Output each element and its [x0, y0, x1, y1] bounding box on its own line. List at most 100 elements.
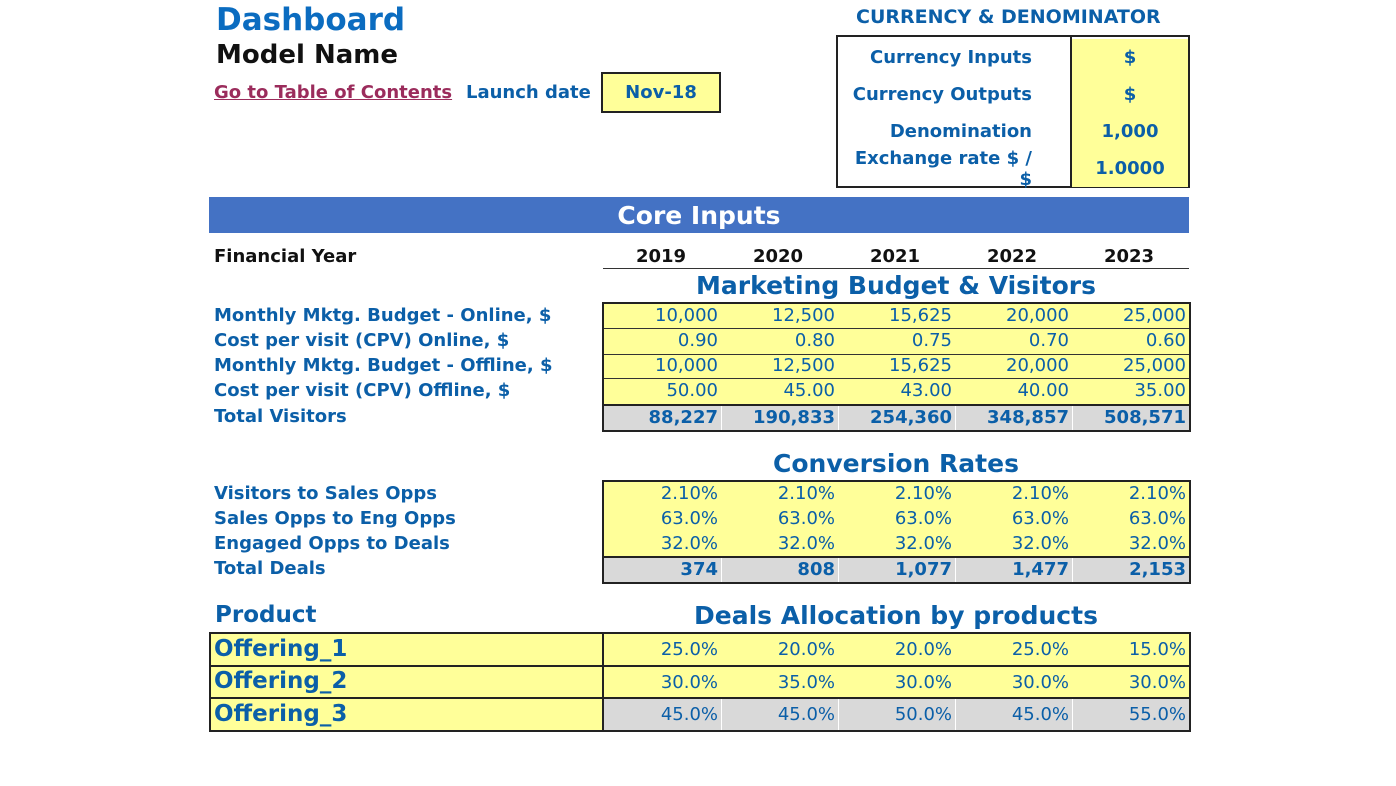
currency-outputs-value[interactable]: $ [1072, 76, 1188, 113]
table-cell[interactable]: 2.10% [1128, 483, 1186, 504]
table-cell[interactable]: 15,625 [889, 305, 952, 326]
cell-divider [721, 699, 722, 730]
product-row-fill [604, 667, 1189, 697]
table-cell[interactable]: 63.0% [1011, 508, 1069, 529]
year-header: 2019 [635, 246, 687, 267]
exchange-rate-value[interactable]: 1.0000 [1072, 150, 1188, 187]
table-cell[interactable]: 12,500 [772, 305, 835, 326]
year-header: 2021 [869, 246, 921, 267]
row-label: Visitors to Sales Opps [214, 483, 437, 504]
cell-divider [838, 558, 839, 582]
currency-row: Denomination 1,000 [838, 113, 1188, 150]
cell-divider [721, 406, 722, 430]
cell-divider [1072, 406, 1073, 430]
table-cell: 1,077 [895, 559, 952, 580]
denomination-label: Denomination [889, 121, 1032, 142]
row-divider [604, 378, 1189, 379]
table-cell[interactable]: 2.10% [894, 483, 952, 504]
table-cell[interactable]: 25.0% [660, 639, 718, 660]
table-cell[interactable]: 20,000 [1006, 305, 1069, 326]
table-cell[interactable]: 43.00 [900, 380, 952, 401]
table-cell[interactable]: 35.00 [1134, 380, 1186, 401]
table-cell[interactable]: 0.80 [794, 330, 835, 351]
table-cell[interactable]: 63.0% [777, 508, 835, 529]
table-row: 25.0% 20.0% 20.0% 25.0% 15.0% [604, 639, 1189, 660]
table-cell[interactable]: 32.0% [1128, 533, 1186, 554]
row-divider [604, 328, 1189, 329]
table-cell[interactable]: 20.0% [894, 639, 952, 660]
table-cell[interactable]: 12,500 [772, 355, 835, 376]
table-cell[interactable]: 2.10% [777, 483, 835, 504]
denomination-value[interactable]: 1,000 [1072, 113, 1188, 150]
row-label: Total Deals [214, 558, 326, 579]
table-row: 10,000 12,500 15,625 20,000 25,000 [604, 305, 1189, 326]
financial-year-label: Financial Year [214, 246, 357, 267]
table-cell[interactable]: 32.0% [894, 533, 952, 554]
cell-divider [1072, 699, 1073, 730]
model-name: Model Name [216, 40, 398, 70]
table-cell[interactable]: 50.00 [666, 380, 718, 401]
table-cell[interactable]: 0.75 [911, 330, 952, 351]
table-cell[interactable]: 25,000 [1123, 355, 1186, 376]
row-label: Cost per visit (CPV) Online, $ [214, 330, 510, 351]
table-cell[interactable]: 30.0% [1011, 672, 1069, 693]
currency-outputs-label: Currency Outputs [852, 84, 1032, 105]
row-divider [604, 354, 1189, 355]
page-title: Dashboard [216, 2, 406, 38]
table-cell[interactable]: 30.0% [894, 672, 952, 693]
table-cell[interactable]: 32.0% [777, 533, 835, 554]
row-label: Sales Opps to Eng Opps [214, 508, 456, 529]
table-cell[interactable]: 0.60 [1145, 330, 1186, 351]
row-label: Total Visitors [214, 406, 347, 427]
currency-row: Currency Inputs $ [838, 39, 1188, 76]
table-cell: 45.0% [660, 704, 718, 725]
table-cell[interactable]: 30.0% [660, 672, 718, 693]
table-cell[interactable]: 10,000 [655, 355, 718, 376]
table-cell[interactable]: 0.90 [677, 330, 718, 351]
table-cell: 1,477 [1012, 559, 1069, 580]
product-row-fill [604, 699, 1189, 730]
launch-date-input[interactable]: Nov-18 [601, 72, 721, 113]
product-name[interactable]: Offering_3 [214, 701, 348, 727]
row-label: Monthly Mktg. Budget - Online, $ [214, 305, 552, 326]
currency-inputs-value[interactable]: $ [1072, 39, 1188, 76]
table-cell[interactable]: 30.0% [1128, 672, 1186, 693]
year-header: 2020 [752, 246, 804, 267]
table-cell[interactable]: 32.0% [1011, 533, 1069, 554]
cell-divider [721, 558, 722, 582]
product-name[interactable]: Offering_2 [214, 668, 348, 694]
table-cell[interactable]: 63.0% [894, 508, 952, 529]
currency-divider [1070, 37, 1072, 186]
table-cell[interactable]: 15.0% [1128, 639, 1186, 660]
currency-inputs-label: Currency Inputs [870, 47, 1032, 68]
table-cell[interactable]: 15,625 [889, 355, 952, 376]
toc-link[interactable]: Go to Table of Contents [214, 82, 453, 103]
conversion-title: Conversion Rates [773, 449, 1019, 478]
table-cell[interactable]: 40.00 [1017, 380, 1069, 401]
marketing-grid: 10,000 12,500 15,625 20,000 25,000 0.90 … [602, 302, 1191, 432]
table-cell[interactable]: 10,000 [655, 305, 718, 326]
currency-row: Exchange rate $ / $ 1.0000 [838, 148, 1188, 190]
table-cell[interactable]: 45.00 [783, 380, 835, 401]
table-cell[interactable]: 20,000 [1006, 355, 1069, 376]
table-cell[interactable]: 63.0% [1128, 508, 1186, 529]
table-cell[interactable]: 0.70 [1028, 330, 1069, 351]
table-cell[interactable]: 2.10% [1011, 483, 1069, 504]
cell-divider [838, 406, 839, 430]
row-label: Cost per visit (CPV) Offline, $ [214, 380, 511, 401]
conversion-grid: 2.10% 2.10% 2.10% 2.10% 2.10% 63.0% 63.0… [602, 480, 1191, 584]
product-name[interactable]: Offering_1 [214, 636, 348, 662]
table-cell[interactable]: 35.0% [777, 672, 835, 693]
product-label-column [211, 634, 604, 730]
table-cell[interactable]: 20.0% [777, 639, 835, 660]
row-divider [604, 697, 1189, 699]
table-cell[interactable]: 63.0% [660, 508, 718, 529]
table-cell: 508,571 [1104, 407, 1186, 428]
table-cell[interactable]: 25,000 [1123, 305, 1186, 326]
row-label: Monthly Mktg. Budget - Offline, $ [214, 355, 553, 376]
cell-divider [1072, 558, 1073, 582]
table-cell[interactable]: 25.0% [1011, 639, 1069, 660]
table-cell[interactable]: 32.0% [660, 533, 718, 554]
table-row: 32.0% 32.0% 32.0% 32.0% 32.0% [604, 533, 1189, 554]
table-cell[interactable]: 2.10% [660, 483, 718, 504]
